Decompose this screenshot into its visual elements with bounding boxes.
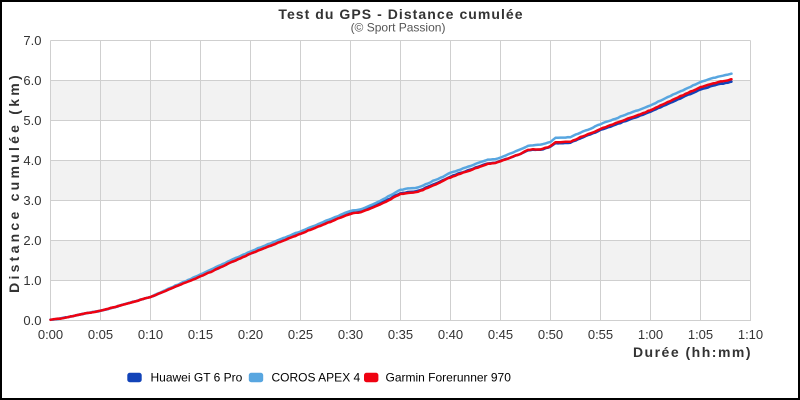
svg-text:Test du GPS - Distance cumulée: Test du GPS - Distance cumulée — [278, 6, 523, 22]
svg-text:0:40: 0:40 — [438, 327, 463, 342]
svg-text:4.0: 4.0 — [23, 153, 41, 168]
svg-text:3.0: 3.0 — [23, 193, 41, 208]
svg-text:0:45: 0:45 — [488, 327, 513, 342]
svg-text:0.0: 0.0 — [23, 313, 41, 328]
svg-text:0:05: 0:05 — [88, 327, 113, 342]
svg-text:0:10: 0:10 — [138, 327, 163, 342]
svg-text:6.0: 6.0 — [23, 73, 41, 88]
svg-text:7.0: 7.0 — [23, 33, 41, 48]
svg-text:0:35: 0:35 — [388, 327, 413, 342]
svg-text:Distance cumulée (km): Distance cumulée (km) — [6, 72, 22, 293]
svg-text:(© Sport Passion): (© Sport Passion) — [351, 21, 446, 35]
svg-text:Huawei GT 6 Pro: Huawei GT 6 Pro — [151, 371, 243, 385]
svg-text:0:55: 0:55 — [588, 327, 613, 342]
svg-text:0:00: 0:00 — [38, 327, 63, 342]
svg-text:1:00: 1:00 — [638, 327, 663, 342]
svg-text:1:10: 1:10 — [738, 327, 763, 342]
svg-text:0:30: 0:30 — [338, 327, 363, 342]
svg-text:0:20: 0:20 — [238, 327, 263, 342]
svg-text:COROS APEX 4: COROS APEX 4 — [272, 371, 361, 385]
svg-text:Durée (hh:mm): Durée (hh:mm) — [633, 344, 752, 360]
svg-text:2.0: 2.0 — [23, 233, 41, 248]
svg-text:0:15: 0:15 — [188, 327, 213, 342]
svg-text:Garmin Forerunner 970: Garmin Forerunner 970 — [386, 371, 512, 385]
svg-text:0:50: 0:50 — [538, 327, 563, 342]
svg-text:1:05: 1:05 — [688, 327, 713, 342]
svg-text:5.0: 5.0 — [23, 113, 41, 128]
svg-text:0:25: 0:25 — [288, 327, 313, 342]
svg-text:1.0: 1.0 — [23, 273, 41, 288]
